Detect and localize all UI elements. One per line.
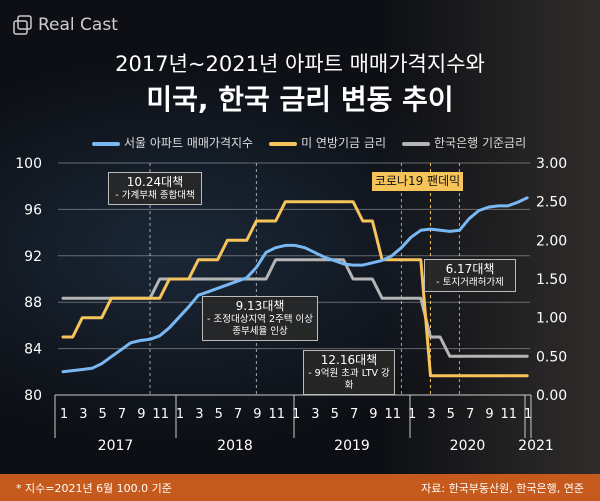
annotation-desc: - 9억원 초과 LTV 강화 (308, 368, 390, 391)
month-tick-label: 3 (195, 407, 203, 422)
month-tick-label: 5 (447, 407, 455, 422)
month-tick-label: 7 (234, 407, 242, 422)
fed-rate-line (61, 200, 529, 378)
logo-icon (13, 15, 32, 35)
month-tick-label: 1 (524, 407, 532, 422)
month-tick-label: 9 (369, 407, 377, 422)
year-label: 2019 (334, 438, 370, 454)
month-tick-label: 5 (215, 407, 223, 422)
y-right-tick-label: 1.00 (536, 311, 567, 327)
y-right-tick-label: 0.00 (536, 388, 567, 404)
annotation-desc: - 조정대상지역 2주택 이상 (207, 314, 313, 325)
legend-swatch (92, 141, 120, 146)
legend-swatch (269, 141, 298, 146)
month-tick-label: 9 (137, 407, 145, 422)
y-left-tick-label: 80 (24, 388, 42, 404)
month-tick-label: 1 (408, 407, 416, 422)
chart: 80 84 88 92 96 100 0.00 0.50 1.00 1.50 2.00 2.50 3.0… (15, 156, 567, 454)
annotation-desc: - 토지거래허가제 (436, 277, 504, 288)
title-line2: 미국, 한국 금리 변동 추이 (146, 83, 454, 116)
month-tick-label: 11 (268, 407, 285, 422)
year-label: 2020 (450, 438, 486, 454)
month-tick-label: 7 (466, 407, 474, 422)
month-tick-label: 1 (292, 407, 300, 422)
month-tick-label: 7 (118, 407, 126, 422)
month-tick-label: 7 (350, 407, 358, 422)
y-right-tick-label: 2.50 (536, 195, 567, 211)
seoul-index-line (61, 196, 529, 374)
y-left-tick-label: 84 (24, 342, 42, 358)
month-tick-label: 9 (485, 407, 493, 422)
y-right-tick-label: 3.00 (536, 156, 567, 172)
annotation-title: 10.24대책 (126, 175, 184, 189)
month-tick-label: 11 (501, 407, 518, 422)
legend-item-seoul: 서울 아파트 매매가격지수 (92, 134, 253, 151)
footer: * 지수=2021년 6월 100.0 기준 자료: 한국부동산원, 한국은행,… (0, 474, 600, 501)
month-tick-label: 9 (253, 407, 261, 422)
month-tick-label: 3 (427, 407, 435, 422)
legend-item-bok: 한국은행 기준금리 (402, 134, 526, 151)
month-tick-label: 11 (385, 407, 402, 422)
annotation-corona: 코로나19 팬데믹 (372, 172, 463, 191)
y-left-tick-label: 100 (15, 156, 42, 172)
annotation-617: 6.17대책 - 토지거래허가제 (424, 259, 516, 292)
month-tick-label: 1 (176, 407, 184, 422)
month-tick-label: 5 (99, 407, 107, 422)
y-right-tick-label: 0.50 (536, 349, 567, 365)
y-left-tick-label: 96 (24, 202, 42, 218)
month-tick-label: 5 (331, 407, 339, 422)
month-tick-label: 3 (311, 407, 319, 422)
legend: 서울 아파트 매매가격지수 미 연방기금 금리 한국은행 기준금리 (92, 134, 526, 151)
month-tick-label: 3 (79, 407, 87, 422)
annotation-title: 12.16대책 (320, 353, 378, 367)
annotation-title: 9.13대책 (235, 299, 285, 313)
legend-label: 한국은행 기준금리 (434, 136, 527, 150)
annotation-title: 6.17대책 (445, 262, 495, 276)
month-tick-label: 1 (60, 407, 68, 422)
month-tick-label: 11 (152, 407, 169, 422)
y-right-tick-label: 2.00 (536, 233, 567, 249)
annotation-1024: 10.24대책 - 가계부채 종합대책 (108, 172, 202, 205)
brand-logo: Real Cast (12, 14, 118, 36)
y-left-tick-label: 92 (24, 249, 42, 265)
footer-source: 자료: 한국부동산원, 한국은행, 연준 (421, 481, 584, 495)
annotation-913: 9.13대책 - 조정대상지역 2주택 이상 종부세율 인상 (202, 296, 318, 341)
year-label: 2018 (217, 438, 253, 454)
year-label: 2021 (518, 438, 554, 454)
y-left-tick-label: 88 (24, 295, 42, 311)
footer-note: * 지수=2021년 6월 100.0 기준 (16, 481, 172, 495)
title-line1: 2017년~2021년 아파트 매매가격지수와 (115, 52, 485, 76)
legend-label: 서울 아파트 매매가격지수 (124, 136, 254, 150)
legend-swatch (402, 141, 430, 146)
legend-item-fed: 미 연방기금 금리 (269, 134, 386, 151)
year-label: 2017 (98, 438, 134, 454)
y-right-tick-label: 1.50 (536, 272, 567, 288)
annotation-1216: 12.16대책 - 9억원 초과 LTV 강화 (303, 350, 395, 395)
brand-name: Real Cast (38, 15, 118, 35)
annotation-desc: 종부세율 인상 (232, 325, 288, 337)
annotation-desc: - 가계부채 종합대책 (115, 190, 195, 201)
legend-label: 미 연방기금 금리 (301, 136, 386, 150)
